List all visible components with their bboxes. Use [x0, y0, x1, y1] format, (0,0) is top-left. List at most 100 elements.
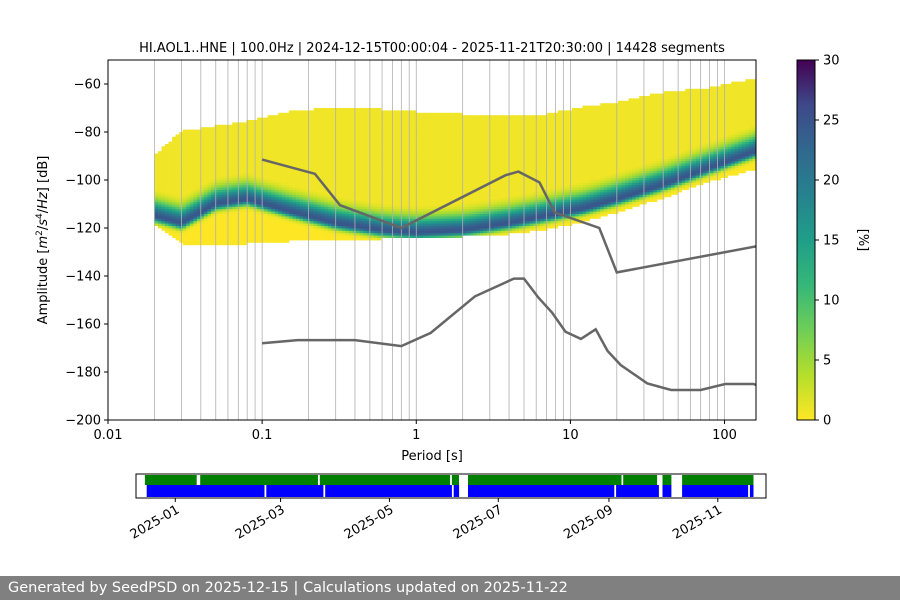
- heatmap-cell: [264, 146, 269, 150]
- heatmap-cell: [483, 168, 488, 171]
- heatmap-cell: [373, 110, 378, 114]
- heatmap-cell: [479, 201, 484, 205]
- heatmap-cell: [214, 168, 219, 171]
- heatmap-cell: [405, 156, 410, 159]
- heatmap-cell: [193, 201, 198, 205]
- heatmap-cell: [157, 223, 162, 226]
- heatmap-cell: [395, 194, 399, 198]
- heatmap-cell: [476, 211, 481, 214]
- heatmap-cell: [281, 156, 286, 159]
- heatmap-cell: [370, 156, 375, 159]
- heatmap-cell: [412, 141, 417, 145]
- heatmap-cell: [448, 158, 453, 162]
- heatmap-cell: [384, 172, 389, 176]
- heatmap-cell: [349, 148, 353, 152]
- heatmap-cell: [409, 110, 414, 114]
- heatmap-cell: [196, 163, 201, 166]
- heatmap-cell: [267, 213, 272, 217]
- heatmap-cell: [200, 223, 205, 226]
- heatmap-cell: [274, 120, 279, 123]
- heatmap-cell: [458, 136, 463, 140]
- heatmap-cell: [448, 165, 453, 169]
- heatmap-cell: [225, 144, 230, 147]
- heatmap-cell: [479, 141, 484, 145]
- heatmap-cell: [405, 170, 410, 174]
- heatmap-cell: [402, 127, 407, 130]
- heatmap-cell: [193, 184, 198, 188]
- heatmap-cell: [313, 223, 318, 226]
- heatmap-cell: [239, 194, 244, 198]
- heatmap-cell: [324, 110, 329, 114]
- heatmap-cell: [426, 184, 431, 188]
- heatmap-cell: [221, 199, 226, 202]
- heatmap-cell: [327, 124, 332, 128]
- heatmap-cell: [267, 232, 272, 236]
- heatmap-cell: [179, 141, 184, 145]
- heatmap-cell: [295, 218, 300, 222]
- heatmap-cell: [363, 146, 368, 150]
- heatmap-cell: [409, 136, 414, 140]
- heatmap-cell: [458, 228, 463, 231]
- heatmap-cell: [320, 170, 325, 174]
- heatmap-cell: [303, 115, 307, 118]
- heatmap-cell: [472, 156, 477, 159]
- heatmap-cell: [451, 112, 456, 116]
- heatmap-cell: [363, 132, 368, 135]
- heatmap-cell: [303, 165, 307, 169]
- heatmap-cell: [338, 136, 343, 140]
- heatmap-cell: [295, 146, 300, 150]
- heatmap-cell: [430, 122, 435, 126]
- heatmap-cell: [324, 180, 329, 183]
- heatmap-cell: [203, 211, 208, 214]
- heatmap-cell: [433, 146, 438, 150]
- heatmap-cell: [235, 160, 240, 164]
- heatmap-cell: [494, 134, 499, 138]
- heatmap-cell: [469, 156, 474, 159]
- heatmap-cell: [285, 153, 290, 157]
- heatmap-cell: [370, 120, 375, 123]
- heatmap-cell: [327, 235, 332, 238]
- heatmap-cell: [395, 144, 399, 147]
- heatmap-cell: [196, 192, 201, 195]
- heatmap-cell: [494, 146, 499, 150]
- heatmap-cell: [391, 230, 396, 234]
- heatmap-cell: [458, 206, 463, 210]
- heatmap-cell: [303, 136, 307, 140]
- heatmap-cell: [472, 117, 477, 121]
- heatmap-cell: [391, 172, 396, 176]
- heatmap-cell: [334, 144, 339, 147]
- heatmap-cell: [239, 199, 244, 202]
- heatmap-cell: [278, 115, 283, 118]
- heatmap-cell: [179, 156, 184, 159]
- heatmap-cell: [278, 151, 283, 154]
- heatmap-cell: [303, 134, 307, 138]
- heatmap-cell: [179, 139, 184, 142]
- heatmap-cell: [412, 199, 417, 202]
- heatmap-cell: [349, 163, 353, 166]
- heatmap-cell: [363, 228, 368, 231]
- heatmap-cell: [387, 165, 392, 169]
- heatmap-cell: [448, 139, 453, 142]
- heatmap-cell: [416, 216, 421, 219]
- heatmap-cell: [359, 132, 364, 135]
- heatmap-cell: [200, 156, 205, 159]
- heatmap-cell: [398, 213, 403, 217]
- heatmap-cell: [444, 220, 449, 224]
- heatmap-cell: [483, 230, 488, 234]
- heatmap-cell: [331, 182, 336, 186]
- heatmap-cell: [433, 160, 438, 164]
- heatmap-cell: [497, 175, 502, 178]
- heatmap-cell: [331, 134, 336, 138]
- heatmap-cell: [338, 184, 343, 188]
- heatmap-cell: [356, 146, 361, 150]
- heatmap-cell: [271, 182, 276, 186]
- heatmap-cell: [465, 120, 470, 123]
- heatmap-cell: [395, 146, 399, 150]
- heatmap-cell: [437, 225, 442, 229]
- heatmap-cell: [433, 144, 438, 147]
- heatmap-cell: [497, 199, 502, 202]
- heatmap-cell: [249, 153, 254, 157]
- heatmap-cell: [398, 196, 403, 200]
- heatmap-cell: [391, 225, 396, 229]
- heatmap-cell: [465, 230, 470, 234]
